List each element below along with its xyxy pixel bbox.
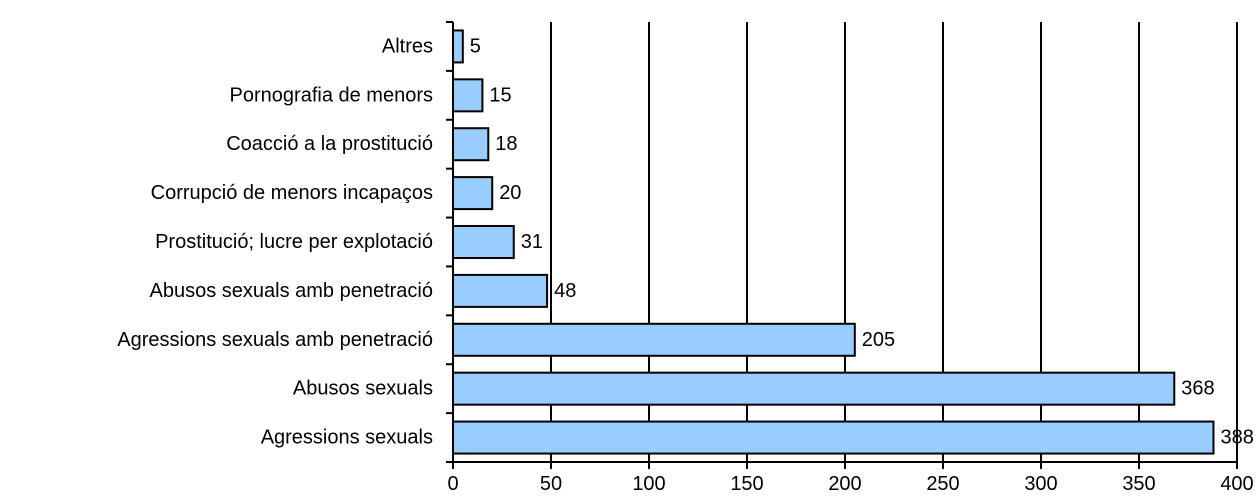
category-label-1: Altres <box>382 35 433 57</box>
x-tick-label-150: 150 <box>730 473 763 495</box>
data-label-5: 31 <box>521 231 543 253</box>
category-label-6: Abusos sexuals amb penetració <box>150 280 434 302</box>
data-label-3: 18 <box>495 133 517 155</box>
x-tick-label-300: 300 <box>1024 473 1057 495</box>
labels: Altres 5 Pornografia de menors 15 Coacció a … <box>117 35 1254 495</box>
x-tick-label-0: 0 <box>447 473 458 495</box>
bar-7 <box>452 322 856 357</box>
bar-1 <box>452 29 464 64</box>
x-tick-label-100: 100 <box>632 473 665 495</box>
category-label-9: Agressions sexuals <box>261 427 433 449</box>
bars <box>452 29 1215 455</box>
bar-9 <box>452 420 1215 455</box>
data-label-2: 15 <box>489 84 511 106</box>
category-label-5: Prostitució; lucre per explotació <box>155 231 433 253</box>
bar-6 <box>452 273 549 308</box>
axes <box>446 21 1238 469</box>
x-tick-label-250: 250 <box>926 473 959 495</box>
bar-2 <box>452 78 484 113</box>
bar-5 <box>452 225 515 259</box>
category-label-8: Abusos sexuals <box>293 378 433 400</box>
data-label-6: 48 <box>554 280 576 302</box>
data-label-1: 5 <box>470 35 481 57</box>
data-label-8: 368 <box>1181 378 1214 400</box>
x-tick-label-350: 350 <box>1122 473 1155 495</box>
category-label-2: Pornografia de menors <box>230 84 433 106</box>
x-tick-label-400: 400 <box>1220 473 1253 495</box>
data-label-9: 388 <box>1220 427 1253 449</box>
category-label-7: Agressions sexuals amb penetració <box>117 329 433 351</box>
data-label-7: 205 <box>862 329 895 351</box>
x-tick-label-50: 50 <box>540 473 562 495</box>
category-label-3: Coacció a la prostitució <box>226 133 433 155</box>
bar-4 <box>452 176 494 211</box>
data-label-4: 20 <box>499 182 521 204</box>
x-tick-label-200: 200 <box>828 473 861 495</box>
bar-3 <box>452 127 490 162</box>
bar-8 <box>452 371 1176 406</box>
category-label-4: Corrupció de menors incapaços <box>151 182 433 204</box>
gridlines <box>550 22 1238 462</box>
